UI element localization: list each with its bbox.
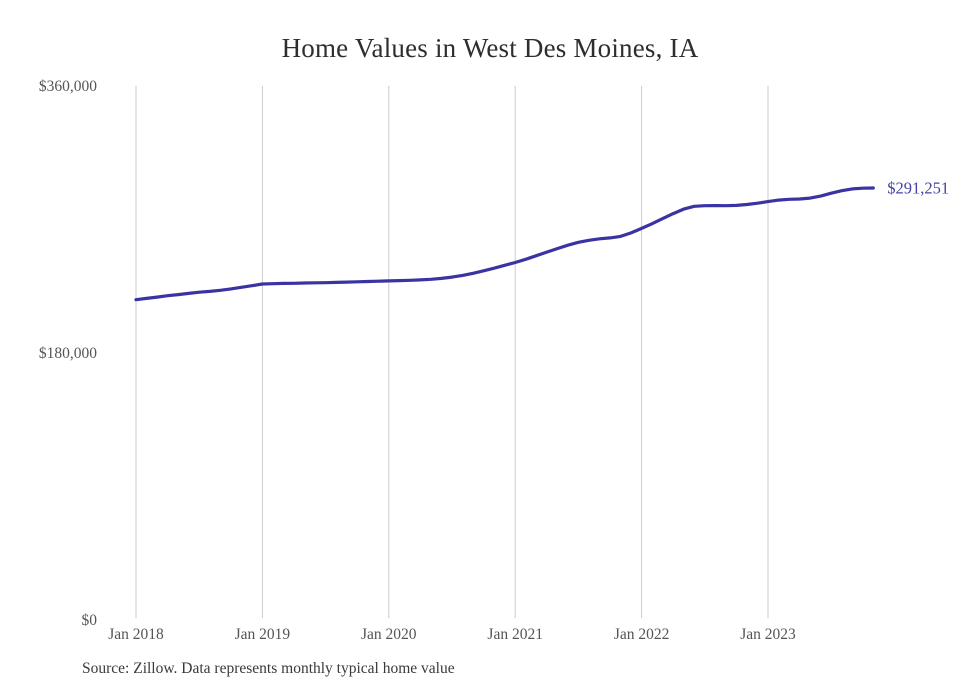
x-tick-label: Jan 2022 <box>614 626 670 643</box>
x-tick-label: Jan 2020 <box>361 626 417 643</box>
x-tick-label: Jan 2023 <box>740 626 796 643</box>
y-tick-label: $360,000 <box>39 78 97 95</box>
x-tick-label: Jan 2021 <box>487 626 543 643</box>
x-tick-label: Jan 2018 <box>108 626 164 643</box>
y-tick-label: $180,000 <box>39 345 97 362</box>
chart-title: Home Values in West Des Moines, IA <box>281 33 699 63</box>
home-value-line <box>134 186 875 302</box>
source-note: Source: Zillow. Data represents monthly … <box>82 660 455 677</box>
y-tick-label: $0 <box>82 612 98 629</box>
x-tick-label: Jan 2019 <box>235 626 291 643</box>
end-value-label: $291,251 <box>887 179 949 198</box>
